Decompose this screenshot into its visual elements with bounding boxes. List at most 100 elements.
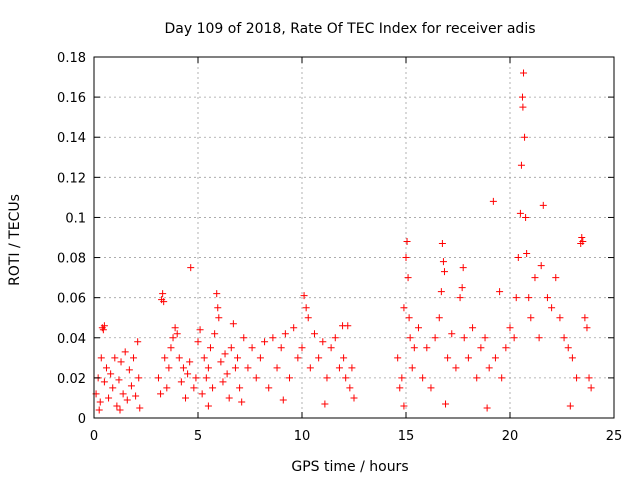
data-point — [225, 394, 233, 402]
data-point — [286, 374, 294, 382]
data-point — [115, 376, 123, 384]
data-point — [525, 294, 533, 302]
data-point — [510, 334, 518, 342]
data-point — [234, 354, 242, 362]
data-point — [456, 294, 464, 302]
data-point — [217, 358, 225, 366]
data-point — [560, 334, 568, 342]
data-point — [211, 330, 219, 338]
data-point — [564, 344, 572, 352]
data-point — [485, 364, 493, 372]
data-point — [583, 324, 591, 332]
data-point — [248, 344, 256, 352]
data-point — [173, 330, 181, 338]
data-points — [92, 69, 595, 414]
data-point — [223, 370, 231, 378]
data-point — [281, 330, 289, 338]
data-point — [543, 294, 551, 302]
data-point — [261, 338, 269, 346]
data-point — [206, 344, 214, 352]
data-point — [473, 374, 481, 382]
data-point — [132, 392, 140, 400]
data-point — [578, 234, 586, 241]
data-point — [520, 69, 528, 77]
data-point — [194, 338, 202, 346]
data-point — [99, 326, 107, 334]
data-point — [556, 314, 564, 322]
data-point — [423, 344, 431, 352]
data-point — [302, 304, 310, 312]
gridlines — [94, 57, 614, 418]
data-point — [527, 314, 535, 322]
data-point — [408, 364, 416, 372]
data-point — [448, 330, 456, 338]
y-tick-label: 0.14 — [57, 131, 86, 146]
data-point — [240, 334, 248, 342]
data-point — [177, 378, 185, 386]
data-point — [165, 364, 173, 372]
data-point — [227, 344, 235, 352]
data-point — [439, 258, 447, 266]
data-point — [198, 390, 206, 398]
x-tick-label: 10 — [294, 429, 311, 444]
y-tick-label: 0.1 — [65, 211, 86, 226]
data-point — [342, 374, 350, 382]
data-point — [548, 304, 556, 312]
data-point — [315, 354, 323, 362]
data-point — [102, 364, 110, 372]
tick-labels: 0 5 10 15 20 25 0 0.02 0.04 0.06 0.08 0.1 0.12 0.14 0.… — [57, 51, 622, 444]
data-point — [215, 314, 223, 322]
y-tick-label: 0.08 — [57, 252, 86, 267]
data-point — [402, 254, 410, 262]
data-point — [100, 378, 108, 386]
data-point — [460, 334, 468, 342]
data-point — [304, 314, 312, 322]
data-point — [464, 354, 472, 362]
data-point — [396, 384, 404, 392]
y-tick-label: 0.02 — [57, 372, 86, 387]
data-point — [452, 364, 460, 372]
data-point — [256, 354, 264, 362]
data-point — [346, 384, 354, 392]
data-point — [552, 274, 560, 282]
data-point — [535, 334, 543, 342]
data-point — [123, 396, 131, 404]
data-point — [105, 394, 113, 402]
data-point — [514, 254, 522, 262]
x-tick-label: 0 — [90, 429, 98, 444]
data-point — [186, 358, 194, 366]
data-point — [135, 374, 143, 382]
data-point — [498, 374, 506, 382]
data-point — [204, 402, 212, 410]
data-point — [219, 378, 227, 386]
data-point — [437, 288, 445, 296]
data-point — [202, 374, 210, 382]
data-point — [290, 324, 298, 332]
data-point — [579, 238, 587, 246]
data-point — [187, 264, 195, 272]
data-point — [111, 354, 119, 362]
data-point — [502, 344, 510, 352]
data-point — [403, 238, 411, 246]
y-tick-label: 0.18 — [57, 51, 86, 66]
data-point — [294, 354, 302, 362]
x-tick-label: 5 — [194, 429, 202, 444]
data-point — [127, 382, 135, 390]
data-point — [273, 364, 281, 372]
data-point — [435, 314, 443, 322]
data-point — [175, 354, 183, 362]
data-point — [300, 292, 308, 300]
data-point — [404, 274, 412, 282]
data-point — [516, 209, 524, 217]
data-point — [581, 314, 589, 322]
data-point — [539, 201, 547, 209]
y-tick-label: 0.04 — [57, 332, 86, 347]
data-point — [406, 334, 414, 342]
data-point — [469, 324, 477, 332]
data-point — [327, 344, 335, 352]
data-point — [310, 330, 318, 338]
data-point — [319, 338, 327, 346]
data-point — [419, 374, 427, 382]
data-point — [537, 262, 545, 270]
